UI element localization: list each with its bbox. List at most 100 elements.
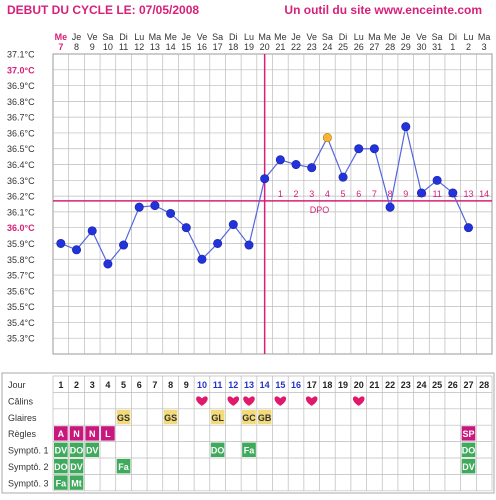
table-day-number: 8 xyxy=(168,380,173,390)
y-tick-label: 36.1°C xyxy=(7,207,35,217)
date-label: 8 xyxy=(74,42,79,52)
temperature-point xyxy=(416,188,426,198)
date-label: 13 xyxy=(150,42,160,52)
table-cell-text: DO xyxy=(54,462,68,472)
table-cell-tag xyxy=(101,426,115,441)
table-day-number: 7 xyxy=(152,380,157,390)
temperature-point xyxy=(72,245,82,255)
weekday-label: Di xyxy=(339,32,348,42)
date-label: 27 xyxy=(369,42,379,52)
table-cell-text: DO xyxy=(462,446,476,456)
date-label: 11 xyxy=(119,42,128,52)
table-day-number: 11 xyxy=(213,380,223,390)
row-label: Symptô. 2 xyxy=(8,462,49,472)
date-label: 25 xyxy=(338,42,348,52)
site-credit: Un outil du site www.enceinte.com xyxy=(284,3,482,17)
temperature-point xyxy=(275,155,285,165)
table-cell-tag xyxy=(116,409,131,425)
date-label: 20 xyxy=(260,42,270,52)
dpo-number: 5 xyxy=(341,189,346,199)
date-label: 9 xyxy=(90,42,95,52)
date-label: 28 xyxy=(385,42,395,52)
table-cell-tag xyxy=(54,459,68,474)
row-label: Glaires xyxy=(8,413,37,423)
temperature-point xyxy=(56,238,66,248)
table-day-number: 6 xyxy=(137,380,142,390)
table-cell-text: GL xyxy=(211,413,224,423)
table-cell-text: GB xyxy=(258,413,272,423)
y-tick-label: 35.9°C xyxy=(7,239,35,249)
table-day-number: 21 xyxy=(369,380,379,390)
table-cell-tag xyxy=(69,442,84,457)
weekday-label: Ve xyxy=(87,32,98,42)
temperature-chart: 37.1°C 37.0°C 36.9°C 36.8°C 36.7°C 36.6°C 36.5… xyxy=(7,32,493,355)
table-day-number: 5 xyxy=(121,380,126,390)
row-label: Symptô. 3 xyxy=(8,478,49,488)
dpo-number: 8 xyxy=(388,189,393,199)
table-day-number: 20 xyxy=(354,380,364,390)
temperature-point xyxy=(260,174,270,184)
y-tick-label: 36.2°C xyxy=(7,192,35,202)
table-cell-text: GS xyxy=(117,413,130,423)
temperature-point xyxy=(307,163,317,173)
date-label: 23 xyxy=(307,42,317,52)
table-cell-tag xyxy=(85,426,100,441)
temperature-point xyxy=(369,144,379,154)
weekday-label: Ma xyxy=(478,32,491,42)
temperature-point xyxy=(103,259,113,269)
table-day-number: 22 xyxy=(385,380,395,390)
table-cell-tag xyxy=(69,426,84,441)
y-tick-label: 36.0°C xyxy=(7,223,35,233)
table-cell-text: A xyxy=(58,429,65,439)
table-day-number: 2 xyxy=(74,380,79,390)
weekday-label: Sa xyxy=(212,32,223,42)
table-cell-tag xyxy=(116,459,131,474)
table-cell-tag xyxy=(69,459,84,474)
dpo-number: 4 xyxy=(325,189,330,199)
y-tick-label: 35.8°C xyxy=(7,255,35,265)
temperature-point xyxy=(338,172,348,182)
weekday-label: Je xyxy=(72,32,82,42)
table-cell-tag xyxy=(69,475,84,490)
heart-icon xyxy=(243,396,255,406)
weekday-label: Ve xyxy=(306,32,317,42)
table-cell-tag xyxy=(242,409,256,425)
table-day-number: 9 xyxy=(184,380,189,390)
date-label: 2 xyxy=(466,42,471,52)
dpo-number: 6 xyxy=(356,189,361,199)
y-tick-label: 35.7°C xyxy=(7,271,35,281)
temperature-point xyxy=(448,188,458,198)
date-label: 14 xyxy=(166,42,176,52)
table-day-number: 28 xyxy=(479,380,489,390)
table-cell-tag xyxy=(242,442,256,457)
weekday-label: Lu xyxy=(134,32,144,42)
date-label: 24 xyxy=(322,42,332,52)
temperature-point xyxy=(244,240,254,250)
table-cell-text: Fa xyxy=(118,462,129,472)
y-tick-label: 36.4°C xyxy=(7,160,35,170)
temperature-point-highlighted xyxy=(322,133,332,143)
y-tick-label: 35.3°C xyxy=(7,334,35,344)
table-cell-tag xyxy=(257,409,272,425)
y-tick-label: 36.9°C xyxy=(7,81,35,91)
dpo-number: 1 xyxy=(278,189,283,199)
table-day-number: 4 xyxy=(105,380,110,390)
table-cell-tag xyxy=(461,459,476,474)
date-label: 3 xyxy=(482,42,487,52)
table-cell-text: DO xyxy=(70,446,84,456)
date-label: 22 xyxy=(291,42,301,52)
dpo-number: 13 xyxy=(463,189,473,199)
date-label: 10 xyxy=(103,42,113,52)
table-cell-text: DV xyxy=(70,462,83,472)
table-day-number: 14 xyxy=(260,380,270,390)
temperature-point xyxy=(197,254,207,264)
table-cell-text: N xyxy=(73,429,80,439)
date-label: 1 xyxy=(450,42,455,52)
weekday-label: Ma xyxy=(368,32,381,42)
weekday-label: Lu xyxy=(244,32,254,42)
weekday-label: Me xyxy=(384,32,397,42)
dpo-number: 2 xyxy=(294,189,299,199)
dpo-label: DPO xyxy=(310,205,330,215)
temperature-point xyxy=(432,175,442,185)
table-day-number: 24 xyxy=(416,380,426,390)
